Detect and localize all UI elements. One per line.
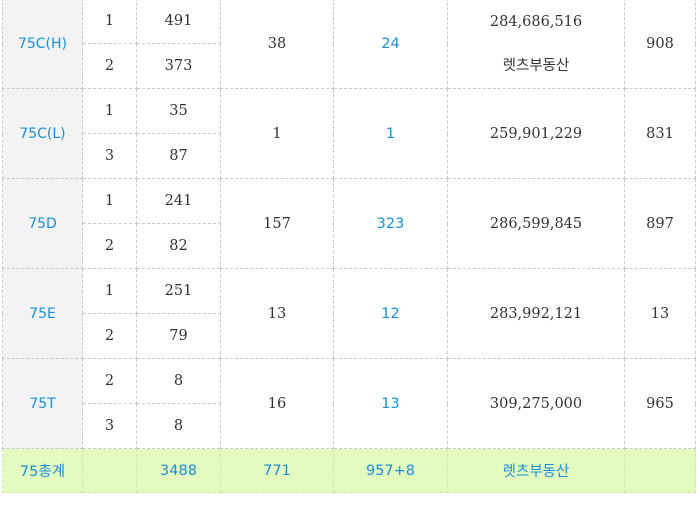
count-cell: 13 xyxy=(220,268,334,359)
count-cell: 16 xyxy=(220,358,334,449)
highlight-count-cell: 13 xyxy=(333,358,448,449)
total-row: 75총계 3488 771 957+8 렛츠부동산 xyxy=(2,448,696,493)
total-label: 75총계 xyxy=(2,448,83,493)
count-cell: 38 xyxy=(220,0,334,89)
type-cell: 75T xyxy=(2,358,83,449)
sub-number-cell: 3 xyxy=(82,133,137,179)
sub-value-cell: 251 xyxy=(136,268,221,314)
sub-number-cell: 1 xyxy=(82,178,137,224)
total-count-cell: 771 xyxy=(220,448,334,493)
type-cell: 75D xyxy=(2,178,83,269)
sub-number-cell: 2 xyxy=(82,43,137,89)
table-row: 75C(H) 1 491 38 24 284,686,516 렛츠부동산 908 xyxy=(2,0,696,89)
price-cell: 309,275,000 xyxy=(447,358,625,449)
sub-value-cell: 373 xyxy=(136,43,221,89)
total-sum-cell: 3488 xyxy=(136,448,221,493)
type-cell: 75E xyxy=(2,268,83,359)
table-row: 75C(L) 1 35 1 1 259,901,229 831 xyxy=(2,88,696,179)
sub-value-cell: 491 xyxy=(136,0,221,44)
count-cell: 1 xyxy=(220,88,334,179)
type-cell: 75C(H) xyxy=(2,0,83,89)
last-value-cell: 831 xyxy=(624,88,696,179)
price-note: 렛츠부동산 xyxy=(502,57,570,74)
price-cell: 283,992,121 xyxy=(447,268,625,359)
last-value-cell: 908 xyxy=(624,0,696,89)
count-cell: 157 xyxy=(220,178,334,269)
highlight-count-cell: 12 xyxy=(333,268,448,359)
sub-value-cell: 87 xyxy=(136,133,221,179)
highlight-count-cell: 1 xyxy=(333,88,448,179)
table-row: 3 87 xyxy=(3,133,696,179)
price-value: 284,686,516 xyxy=(489,13,583,30)
total-source-cell: 렛츠부동산 xyxy=(447,448,625,493)
table-row: 2 82 xyxy=(3,223,696,269)
type-cell: 75C(L) xyxy=(2,88,83,179)
table-row: 75T 2 8 16 13 309,275,000 965 xyxy=(2,358,696,449)
sub-number-cell: 2 xyxy=(82,358,137,404)
last-value-cell: 965 xyxy=(624,358,696,449)
table-row: 75D 1 241 157 323 286,599,845 897 xyxy=(2,178,696,269)
apartment-type-table: 75C(H) 1 491 38 24 284,686,516 렛츠부동산 908… xyxy=(2,0,696,493)
sub-value-cell: 8 xyxy=(136,403,221,449)
sub-number-cell: 1 xyxy=(82,268,137,314)
sub-value-cell: 8 xyxy=(136,358,221,404)
table-row: 2 79 xyxy=(3,313,696,359)
last-value-cell: 13 xyxy=(624,268,696,359)
sub-number-cell: 2 xyxy=(82,313,137,359)
sub-value-cell: 82 xyxy=(136,223,221,269)
sub-value-cell: 241 xyxy=(136,178,221,224)
sub-number-cell: 3 xyxy=(82,403,137,449)
sub-value-cell: 35 xyxy=(136,88,221,134)
highlight-count-cell: 323 xyxy=(333,178,448,269)
total-empty-cell xyxy=(82,448,137,493)
sub-number-cell: 1 xyxy=(82,88,137,134)
total-highlight-cell: 957+8 xyxy=(333,448,448,493)
price-cell: 284,686,516 렛츠부동산 xyxy=(447,0,625,89)
price-cell: 286,599,845 xyxy=(447,178,625,269)
sub-value-cell: 79 xyxy=(136,313,221,359)
table-row: 2 373 xyxy=(3,43,696,89)
price-cell: 259,901,229 xyxy=(447,88,625,179)
table-row: 75E 1 251 13 12 283,992,121 13 xyxy=(2,268,696,359)
total-last-cell xyxy=(624,448,696,493)
sub-number-cell: 1 xyxy=(82,0,137,44)
sub-number-cell: 2 xyxy=(82,223,137,269)
last-value-cell: 897 xyxy=(624,178,696,269)
highlight-count-cell: 24 xyxy=(333,0,448,89)
table-row: 3 8 xyxy=(3,403,696,449)
